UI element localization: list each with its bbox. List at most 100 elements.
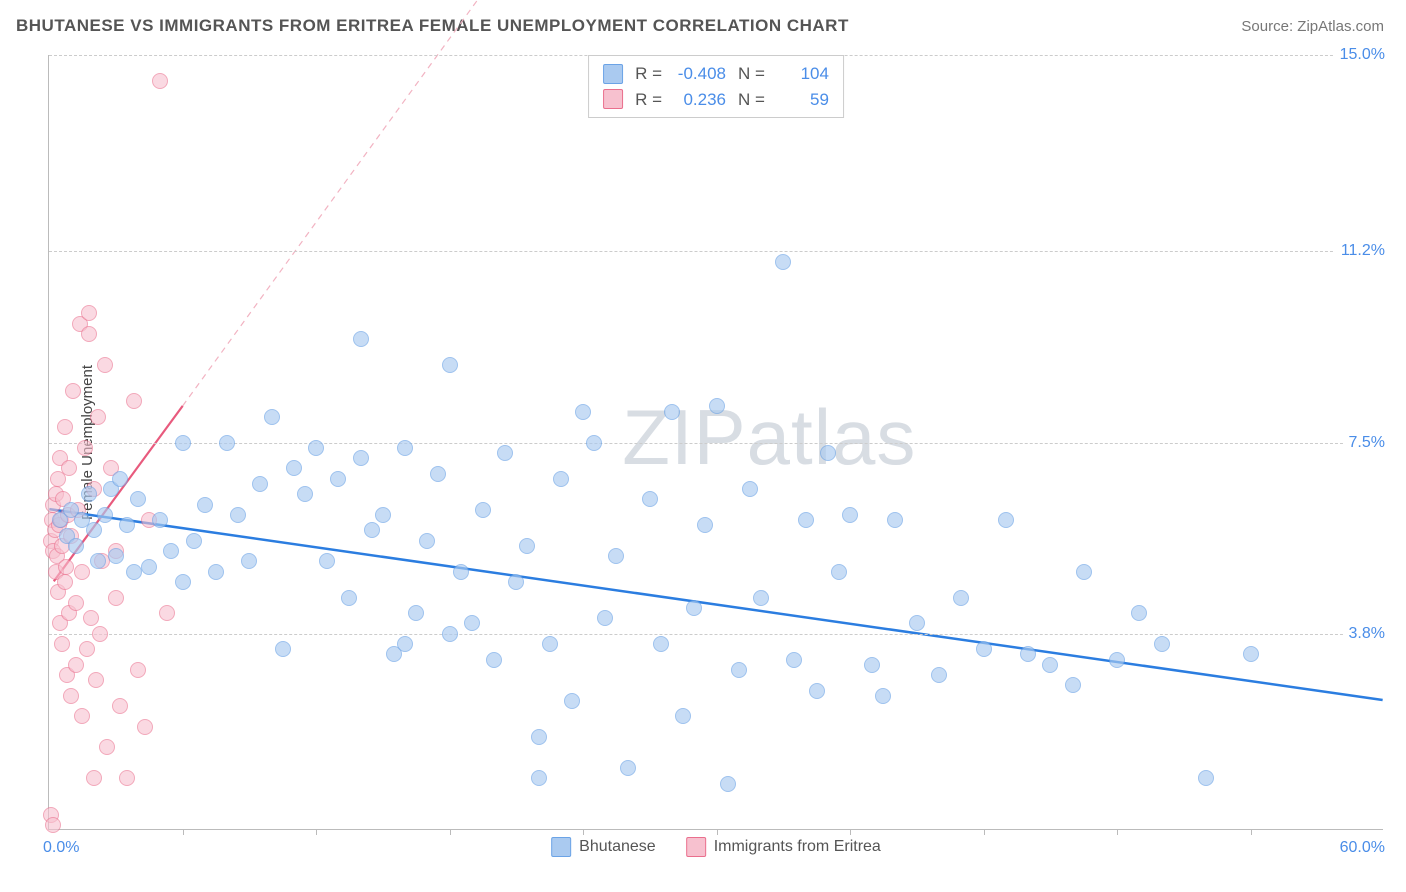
- scatter-point-bhutanese: [408, 605, 424, 621]
- scatter-point-eritrea: [74, 564, 90, 580]
- scatter-point-bhutanese: [786, 652, 802, 668]
- scatter-point-bhutanese: [731, 662, 747, 678]
- gridline: [49, 634, 1383, 635]
- scatter-point-bhutanese: [364, 522, 380, 538]
- x-axis-max-label: 60.0%: [1340, 839, 1385, 857]
- scatter-point-bhutanese: [1198, 770, 1214, 786]
- x-tick-mark: [583, 829, 584, 835]
- scatter-point-bhutanese: [497, 445, 513, 461]
- source-credit: Source: ZipAtlas.com: [1241, 18, 1384, 35]
- scatter-point-bhutanese: [675, 708, 691, 724]
- scatter-point-bhutanese: [909, 615, 925, 631]
- scatter-point-bhutanese: [709, 398, 725, 414]
- scatter-point-bhutanese: [86, 522, 102, 538]
- scatter-point-bhutanese: [531, 729, 547, 745]
- legend-r-label: R =: [635, 87, 662, 113]
- y-tick-label: 11.2%: [1335, 242, 1385, 260]
- scatter-point-bhutanese: [508, 574, 524, 590]
- x-tick-mark: [1251, 829, 1252, 835]
- scatter-point-bhutanese: [831, 564, 847, 580]
- scatter-point-eritrea: [81, 326, 97, 342]
- scatter-point-bhutanese: [430, 466, 446, 482]
- y-tick-label: 3.8%: [1343, 625, 1385, 643]
- scatter-point-eritrea: [57, 574, 73, 590]
- scatter-point-bhutanese: [998, 512, 1014, 528]
- scatter-point-eritrea: [58, 559, 74, 575]
- legend-n-value-bhutanese: 104: [777, 61, 829, 87]
- scatter-point-bhutanese: [353, 331, 369, 347]
- scatter-point-bhutanese: [1131, 605, 1147, 621]
- scatter-point-bhutanese: [442, 626, 458, 642]
- legend-label-eritrea: Immigrants from Eritrea: [714, 838, 881, 856]
- scatter-point-eritrea: [86, 770, 102, 786]
- scatter-point-eritrea: [152, 73, 168, 89]
- x-tick-mark: [316, 829, 317, 835]
- scatter-point-bhutanese: [112, 471, 128, 487]
- scatter-point-bhutanese: [175, 574, 191, 590]
- legend-swatch-bhutanese: [551, 837, 571, 857]
- x-tick-mark: [717, 829, 718, 835]
- scatter-point-bhutanese: [241, 553, 257, 569]
- scatter-point-bhutanese: [375, 507, 391, 523]
- scatter-point-bhutanese: [68, 538, 84, 554]
- scatter-point-bhutanese: [486, 652, 502, 668]
- scatter-point-bhutanese: [208, 564, 224, 580]
- scatter-point-eritrea: [57, 419, 73, 435]
- scatter-point-bhutanese: [597, 610, 613, 626]
- scatter-point-eritrea: [119, 770, 135, 786]
- x-tick-mark: [850, 829, 851, 835]
- legend-stats-row-bhutanese: R = -0.408 N = 104: [603, 61, 829, 87]
- legend-r-value-bhutanese: -0.408: [674, 61, 726, 87]
- scatter-point-bhutanese: [419, 533, 435, 549]
- scatter-point-bhutanese: [642, 491, 658, 507]
- scatter-point-bhutanese: [686, 600, 702, 616]
- scatter-point-eritrea: [97, 357, 113, 373]
- scatter-point-bhutanese: [330, 471, 346, 487]
- scatter-point-bhutanese: [798, 512, 814, 528]
- scatter-point-bhutanese: [297, 486, 313, 502]
- legend-bottom: Bhutanese Immigrants from Eritrea: [551, 837, 881, 857]
- scatter-point-eritrea: [130, 662, 146, 678]
- scatter-point-bhutanese: [953, 590, 969, 606]
- scatter-point-eritrea: [77, 440, 93, 456]
- scatter-point-bhutanese: [608, 548, 624, 564]
- scatter-point-bhutanese: [163, 543, 179, 559]
- scatter-point-eritrea: [108, 590, 124, 606]
- scatter-point-eritrea: [112, 698, 128, 714]
- scatter-point-bhutanese: [653, 636, 669, 652]
- gridline: [49, 443, 1383, 444]
- scatter-point-bhutanese: [842, 507, 858, 523]
- scatter-point-bhutanese: [219, 435, 235, 451]
- legend-stats-row-eritrea: R = 0.236 N = 59: [603, 87, 829, 113]
- regression-line: [183, 0, 494, 406]
- scatter-point-bhutanese: [141, 559, 157, 575]
- scatter-point-eritrea: [63, 688, 79, 704]
- scatter-point-bhutanese: [542, 636, 558, 652]
- scatter-point-bhutanese: [931, 667, 947, 683]
- scatter-point-eritrea: [79, 641, 95, 657]
- gridline: [49, 55, 1383, 56]
- legend-n-label: N =: [738, 87, 765, 113]
- x-tick-mark: [1117, 829, 1118, 835]
- x-tick-mark: [450, 829, 451, 835]
- regression-line: [49, 509, 1382, 700]
- scatter-point-eritrea: [92, 626, 108, 642]
- scatter-point-bhutanese: [575, 404, 591, 420]
- scatter-point-bhutanese: [97, 507, 113, 523]
- scatter-point-eritrea: [68, 595, 84, 611]
- scatter-point-bhutanese: [119, 517, 135, 533]
- legend-r-label: R =: [635, 61, 662, 87]
- scatter-point-bhutanese: [475, 502, 491, 518]
- scatter-point-bhutanese: [286, 460, 302, 476]
- scatter-point-bhutanese: [397, 636, 413, 652]
- scatter-point-bhutanese: [1109, 652, 1125, 668]
- y-tick-label: 7.5%: [1343, 434, 1385, 452]
- scatter-point-eritrea: [45, 817, 61, 833]
- gridline: [49, 251, 1383, 252]
- scatter-point-bhutanese: [341, 590, 357, 606]
- scatter-point-bhutanese: [397, 440, 413, 456]
- scatter-point-bhutanese: [519, 538, 535, 554]
- scatter-point-bhutanese: [553, 471, 569, 487]
- legend-item-eritrea: Immigrants from Eritrea: [686, 837, 881, 857]
- scatter-point-bhutanese: [664, 404, 680, 420]
